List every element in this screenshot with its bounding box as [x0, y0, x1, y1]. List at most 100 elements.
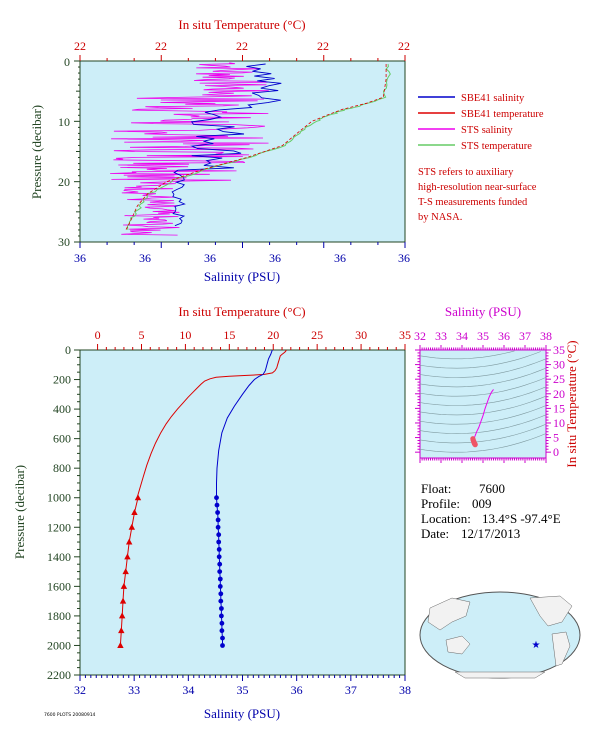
ts-temperature-tick-label: 0	[553, 445, 559, 459]
main-salinity-tick-label: 32	[74, 683, 86, 697]
ts-salinity-tick-label: 34	[456, 329, 468, 343]
main-temperature-tick-label: 30	[355, 328, 367, 342]
sts-salinity-trace	[110, 62, 269, 236]
main-pressure-tick-label: 800	[53, 461, 71, 475]
temperature-marker	[118, 612, 126, 619]
map-land-south-america	[551, 631, 571, 667]
main-salinity-tick-label: 38	[399, 683, 411, 697]
density-contour	[419, 367, 547, 388]
ts-temperature-tick-label: 25	[553, 372, 565, 386]
ts-salinity-tick-label: 38	[540, 329, 552, 343]
density-contour	[419, 358, 547, 378]
temperature-marker	[119, 597, 127, 604]
salinity-marker	[215, 524, 221, 530]
main-pressure-tick-label: 1000	[47, 491, 71, 505]
salinity-marker	[215, 517, 221, 523]
footer-text: 7600 PLOTS 20080914	[44, 712, 96, 718]
top-temperature-tick-2: 22	[236, 39, 248, 53]
profile-value: 009	[472, 496, 492, 511]
top-pressure-tick-3: 30	[58, 235, 70, 249]
density-contour	[419, 405, 547, 425]
ts-temperature-tick-label: 30	[553, 358, 565, 372]
main-temperature-tick-label: 10	[179, 328, 191, 342]
top-salinity-tick-5: 36	[398, 251, 410, 265]
main-temperature-tick-label: 25	[311, 328, 323, 342]
main-salinity-tick-label: 34	[182, 683, 194, 697]
temperature-marker	[124, 553, 131, 560]
density-contour	[419, 414, 547, 434]
top-pressure-axis-label: Pressure (decibar)	[29, 105, 44, 199]
temperature-marker	[117, 641, 124, 648]
legend-label-sbe41-temperature: SBE41 temperature	[461, 109, 544, 120]
top-temperature-tick-3: 22	[317, 39, 329, 53]
date-value: 12/17/2013	[461, 526, 520, 541]
float-label: Float:	[421, 481, 451, 496]
main-temperature-tick-label: 0	[95, 328, 101, 342]
float-location-marker: ★	[532, 640, 541, 651]
temperature-marker	[118, 627, 125, 634]
legend-label-sbe41-salinity: SBE41 salinity	[461, 93, 525, 104]
top-salinity-tick-3: 36	[269, 251, 281, 265]
map-land-north-america	[529, 595, 573, 627]
temperature-marker	[131, 509, 138, 515]
temperature-marker	[128, 523, 136, 530]
main-salinity-tick-label: 36	[291, 683, 303, 697]
main-salinity-tick-label: 33	[128, 683, 140, 697]
salinity-marker	[217, 576, 223, 582]
location-label: Location:	[421, 511, 471, 526]
top-temperature-axis-label: In situ Temperature (°C)	[178, 17, 305, 32]
ts-density-contours	[419, 350, 547, 453]
salinity-marker	[216, 532, 222, 538]
main-salinity-axis-label: Salinity (PSU)	[204, 706, 280, 721]
top-pressure-tick-1: 10	[58, 115, 70, 129]
map-land-australia	[445, 635, 471, 655]
salinity-marker	[216, 547, 222, 552]
ts-temperature-tick-label: 15	[553, 401, 565, 415]
main-temperature-tick-label: 5	[138, 328, 144, 342]
legend-label-sts-temperature: STS temperature	[461, 141, 532, 152]
salinity-marker	[219, 620, 225, 626]
main-pressure-tick-label: 1800	[47, 609, 71, 623]
main-pressure-axis-label: Pressure (decibar)	[12, 465, 27, 559]
top-salinity-tick-4: 36	[334, 251, 346, 265]
sts-temperature-trace	[126, 63, 391, 230]
legend-label-sts-salinity: STS salinity	[461, 125, 513, 136]
top-salinity-axis-label: Salinity (PSU)	[204, 269, 280, 284]
salinity-marker	[216, 554, 222, 560]
top-salinity-tick-0: 36	[74, 251, 86, 265]
salinity-marker	[215, 510, 221, 515]
temperature-marker	[120, 582, 128, 589]
main-salinity-tick-label: 37	[345, 683, 357, 697]
sts-note-line-1: STS refers to auxiliary	[418, 167, 514, 178]
main-pressure-tick-label: 2200	[47, 668, 71, 682]
top-temperature-tick-0: 22	[74, 39, 86, 53]
top-legend: SBE41 salinity SBE41 temperature STS sal…	[418, 93, 544, 223]
temperature-marker	[125, 538, 133, 545]
sts-note-line-2: high-resolution near-surface	[418, 182, 537, 193]
date-label: Date:	[421, 526, 449, 541]
temperature-marker	[122, 568, 129, 575]
float-info: Float: 7600 Profile: 009 Location: 13.4°…	[421, 481, 561, 541]
ts-salinity-axis-label: Salinity (PSU)	[445, 304, 521, 319]
salinity-marker	[219, 628, 225, 634]
density-contour	[419, 351, 541, 369]
salinity-marker	[217, 569, 223, 574]
density-contour	[419, 433, 547, 453]
sbe41-salinity-trace	[171, 63, 282, 227]
main-traces	[117, 349, 287, 648]
density-contour	[419, 386, 547, 406]
salinity-marker	[218, 591, 224, 597]
top-temperature-tick-4: 22	[398, 39, 410, 53]
density-contour	[419, 423, 547, 444]
ts-temperature-tick-label: 5	[553, 431, 559, 445]
top-pressure-tick-0: 0	[64, 55, 70, 69]
top-temperature-tick-1: 22	[155, 39, 167, 53]
sbe41-temperature-trace	[125, 64, 387, 231]
main-plot-area	[79, 349, 406, 676]
salinity-marker	[218, 598, 224, 604]
temperature-marker	[134, 494, 142, 501]
salinity-marker	[214, 495, 219, 501]
main-temperature-axis-label: In situ Temperature (°C)	[178, 304, 305, 319]
salinity-marker	[217, 584, 223, 589]
